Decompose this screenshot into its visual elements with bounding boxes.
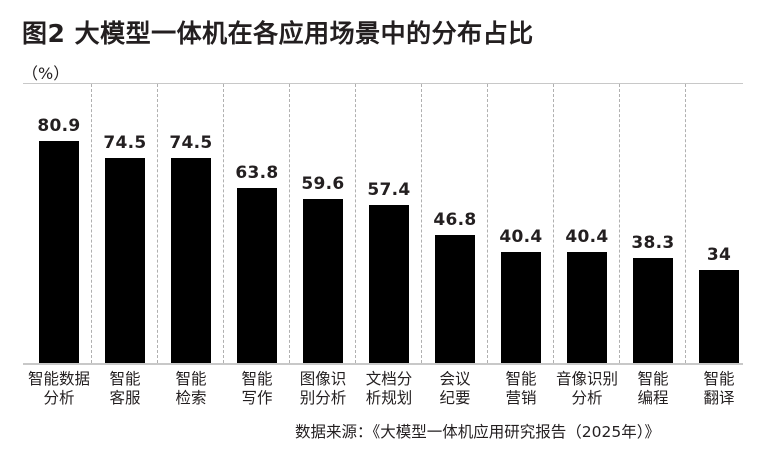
- category-separator: [487, 84, 488, 363]
- bar-value-label: 74.5: [169, 133, 213, 153]
- bar: [105, 158, 145, 363]
- bar-value-label: 80.9: [37, 116, 81, 136]
- bar-value-label: 34: [706, 245, 732, 265]
- category-label: 智能 营销: [481, 370, 561, 408]
- category-label: 智能 写作: [217, 370, 297, 408]
- category-label-line2: 翻译: [703, 389, 735, 407]
- category-label-line1: 音像识别: [555, 370, 618, 388]
- category-label-line2: 检索: [175, 389, 207, 407]
- bar: [369, 205, 409, 363]
- category-separator: [685, 84, 686, 363]
- category-label-line1: 智能数据: [27, 370, 90, 388]
- category-label-line1: 文档分: [365, 370, 413, 388]
- category-label: 图像识 别分析: [283, 370, 363, 408]
- bar-value-label: 46.8: [433, 210, 477, 230]
- category-separator: [223, 84, 224, 363]
- category-label: 智能数据 分析: [19, 370, 99, 408]
- category-label-line1: 图像识: [299, 370, 347, 388]
- category-separator: [157, 84, 158, 363]
- bar-value-label: 38.3: [631, 233, 675, 253]
- category-label-line1: 会议: [439, 370, 471, 388]
- category-separator: [289, 84, 290, 363]
- unit-label: （%）: [22, 64, 70, 83]
- category-separator: [91, 84, 92, 363]
- category-label-line1: 智能: [109, 370, 141, 388]
- bar: [171, 158, 211, 363]
- bar: [39, 141, 79, 363]
- category-label: 智能 编程: [613, 370, 693, 408]
- category-label-line2: 分析: [571, 389, 603, 407]
- category-label-line2: 编程: [637, 389, 669, 407]
- category-label: 文档分 析规划: [349, 370, 429, 408]
- bar-value-label: 57.4: [367, 180, 411, 200]
- category-label-line2: 营销: [505, 389, 537, 407]
- category-label-line2: 别分析: [299, 389, 347, 407]
- bar-value-label: 74.5: [103, 133, 147, 153]
- category-label: 会议 纪要: [415, 370, 495, 408]
- category-label-line2: 析规划: [365, 389, 413, 407]
- category-label-line2: 分析: [43, 389, 75, 407]
- bar: [237, 188, 277, 363]
- data-source-note: 数据来源：《大模型一体机应用研究报告（2025年）》: [295, 423, 660, 441]
- category-label-line2: 纪要: [439, 389, 471, 407]
- x-axis-baseline: [23, 363, 743, 365]
- category-label-line2: 客服: [109, 389, 141, 407]
- category-separator: [421, 84, 422, 363]
- bar: [303, 199, 343, 363]
- bar-value-label: 59.6: [301, 174, 345, 194]
- top-rule: [23, 83, 743, 84]
- category-label-line1: 智能: [241, 370, 273, 388]
- category-separator: [355, 84, 356, 363]
- bar: [501, 252, 541, 363]
- bar: [567, 252, 607, 363]
- category-label: 智能 翻译: [679, 370, 759, 408]
- category-label-line1: 智能: [637, 370, 669, 388]
- bar-value-label: 63.8: [235, 163, 279, 183]
- chart-title: 图2 大模型一体机在各应用场景中的分布占比: [22, 19, 534, 48]
- category-label-line2: 写作: [241, 389, 273, 407]
- bar-value-label: 40.4: [499, 227, 543, 247]
- bar: [435, 235, 475, 363]
- category-label-line1: 智能: [703, 370, 735, 388]
- bar: [699, 270, 739, 363]
- bar: [633, 258, 673, 363]
- category-label-line1: 智能: [175, 370, 207, 388]
- category-label: 音像识别 分析: [547, 370, 627, 408]
- category-separator: [553, 84, 554, 363]
- category-label-line1: 智能: [505, 370, 537, 388]
- category-separator: [619, 84, 620, 363]
- category-label: 智能 客服: [85, 370, 165, 408]
- category-label: 智能 检索: [151, 370, 231, 408]
- bar-value-label: 40.4: [565, 227, 609, 247]
